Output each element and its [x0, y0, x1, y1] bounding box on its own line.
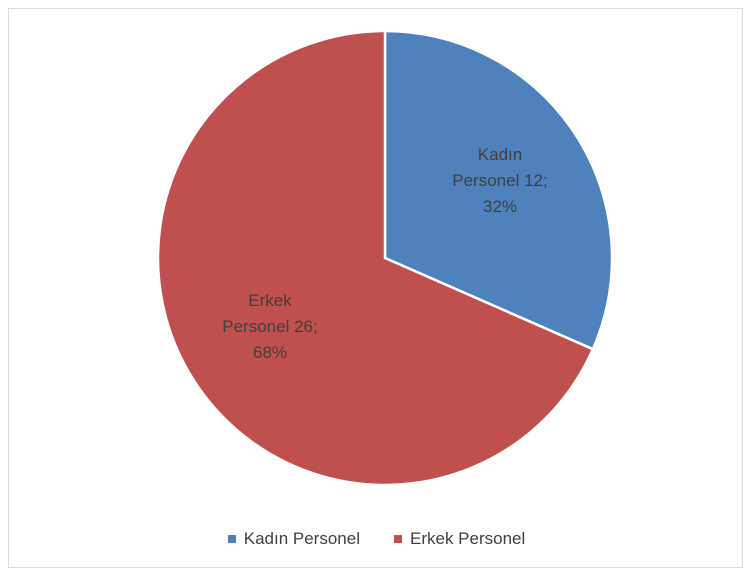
- data-label-line: 32%: [483, 197, 517, 216]
- pie-slice-erkek-personel: [156, 29, 595, 487]
- legend-item-kadin-personel: Kadın Personel: [227, 529, 360, 549]
- legend: Kadın Personel Erkek Personel: [0, 527, 753, 551]
- legend-item-erkek-personel: Erkek Personel: [393, 529, 526, 549]
- data-label-kadin-personel: Kadın Personel 12; 32%: [452, 145, 547, 216]
- legend-swatch-erkek-personel: [393, 535, 402, 543]
- data-label-line: Personel 26;: [222, 317, 317, 336]
- pie-slice-kadin-personel: [383, 29, 614, 351]
- data-labels: Kadın Personel 12; 32% Erkek Personel 26; 68%: [222, 145, 547, 362]
- data-label-line: 68%: [253, 343, 287, 362]
- pie-slices: [156, 29, 614, 487]
- legend-label-kadin-personel: Kadın Personel: [243, 529, 360, 548]
- data-label-line: Kadın: [478, 145, 522, 164]
- legend-swatch-kadin-personel: [227, 535, 236, 543]
- legend-label-erkek-personel: Erkek Personel: [409, 529, 526, 548]
- data-label-line: Erkek: [248, 291, 292, 310]
- data-label-erkek-personel: Erkek Personel 26; 68%: [222, 291, 317, 362]
- data-label-line: Personel 12;: [452, 171, 547, 190]
